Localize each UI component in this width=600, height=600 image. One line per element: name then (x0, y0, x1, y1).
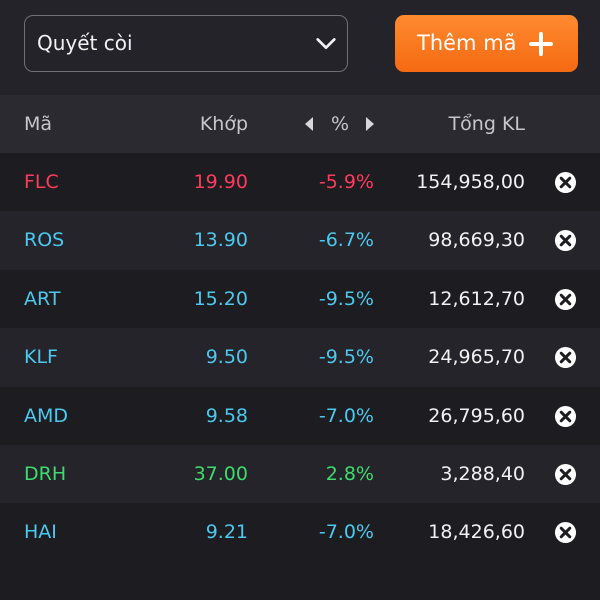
column-header-total-volume[interactable]: Tổng KL (448, 113, 525, 135)
percent-change: -7.0% (318, 404, 374, 427)
add-symbol-label: Thêm mã (417, 31, 517, 55)
percent-change: 2.8% (325, 462, 374, 485)
percent-change: -6.7% (318, 229, 374, 252)
close-circle-icon[interactable] (554, 346, 577, 369)
match-price: 13.90 (193, 229, 248, 252)
table-row[interactable]: DRH 37.00 2.8% 3,288,40 (0, 444, 600, 504)
close-circle-icon[interactable] (554, 229, 577, 252)
match-price: 9.50 (205, 346, 248, 369)
chevron-down-icon (316, 38, 336, 50)
table-row[interactable]: FLC 19.90 -5.9% 154,958,00 (0, 153, 600, 212)
match-price: 19.90 (193, 171, 248, 193)
match-price: 9.58 (205, 404, 248, 427)
stock-code[interactable]: ART (24, 287, 61, 310)
column-header-code[interactable]: Mã (24, 113, 53, 135)
match-price: 37.00 (193, 462, 248, 485)
table-header: Mã Khớp % Tổng KL (0, 95, 600, 153)
close-circle-icon[interactable] (554, 521, 577, 544)
total-volume: 154,958,00 (416, 171, 525, 193)
table-row[interactable]: AMD 9.58 -7.0% 26,795,60 (0, 386, 600, 445)
stock-code[interactable]: DRH (24, 462, 67, 485)
close-circle-icon[interactable] (554, 463, 577, 486)
total-volume: 24,965,70 (428, 346, 525, 369)
total-volume: 26,795,60 (428, 404, 525, 427)
arrow-left-icon[interactable] (305, 117, 313, 131)
stock-code[interactable]: KLF (24, 346, 58, 369)
column-header-percent[interactable]: % (331, 113, 350, 135)
table-row[interactable]: ROS 13.90 -6.7% 98,669,30 (0, 211, 600, 270)
close-circle-icon[interactable] (554, 171, 577, 194)
match-price: 9.21 (205, 521, 248, 544)
column-header-match[interactable]: Khớp (199, 113, 248, 135)
match-price: 15.20 (193, 287, 248, 310)
watchlist-select-value: Quyết còi (37, 31, 133, 55)
total-volume: 18,426,60 (428, 521, 525, 544)
plus-icon (529, 32, 553, 56)
percent-change: -9.5% (318, 346, 374, 369)
watchlist-select[interactable]: Quyết còi (24, 15, 348, 72)
stock-code[interactable]: AMD (24, 404, 69, 427)
table-row[interactable]: HAI 9.21 -7.0% 18,426,60 (0, 503, 600, 562)
stock-list: FLC 19.90 -5.9% 154,958,00 ROS 13.90 -6.7% 98,6… (0, 153, 600, 562)
percent-change: -7.0% (318, 521, 374, 544)
stock-code[interactable]: ROS (24, 229, 65, 252)
stock-code[interactable]: HAI (24, 521, 57, 544)
top-toolbar: Quyết còi Thêm mã (0, 0, 600, 95)
total-volume: 98,669,30 (428, 229, 525, 252)
close-circle-icon[interactable] (554, 405, 577, 428)
close-circle-icon[interactable] (554, 288, 577, 311)
add-symbol-button[interactable]: Thêm mã (395, 15, 578, 72)
table-row[interactable]: KLF 9.50 -9.5% 24,965,70 (0, 328, 600, 387)
percent-change: -5.9% (318, 171, 374, 193)
total-volume: 12,612,70 (428, 287, 525, 310)
percent-change: -9.5% (318, 287, 374, 310)
arrow-right-icon[interactable] (366, 117, 374, 131)
total-volume: 3,288,40 (440, 462, 525, 485)
stock-code[interactable]: FLC (24, 171, 59, 193)
table-row[interactable]: ART 15.20 -9.5% 12,612,70 (0, 269, 600, 329)
